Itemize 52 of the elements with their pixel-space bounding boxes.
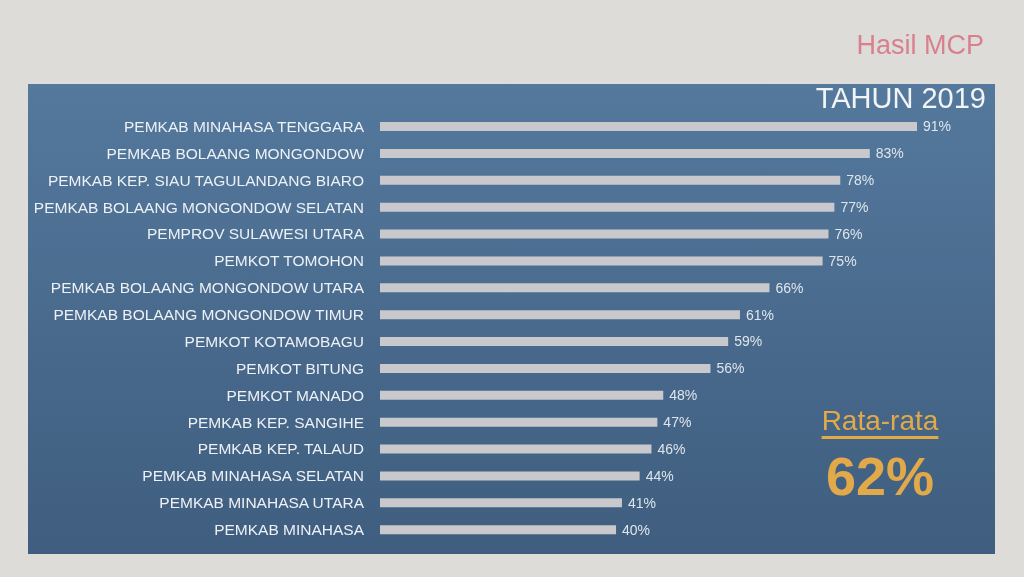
y-tick-label: PEMKAB BOLAANG MONGONDOW	[106, 144, 365, 162]
bar	[380, 148, 870, 158]
y-tick-label: PEMKAB MINAHASA	[214, 521, 365, 539]
y-tick-label: PEMKOT KOTAMOBAGU	[184, 332, 364, 350]
annotation: Rata-rata	[821, 404, 939, 438]
annotation: 62%	[824, 445, 936, 508]
y-tick-label: PEMKOT TOMOHON	[214, 252, 364, 270]
bar	[380, 310, 740, 320]
data-label: 66%	[775, 279, 804, 296]
bar	[380, 256, 823, 266]
bar	[380, 229, 829, 239]
bar	[380, 122, 917, 131]
bar	[380, 498, 622, 508]
chart-title: Hasil MCP	[856, 30, 984, 60]
data-label: 56%	[716, 360, 745, 377]
data-label: 59%	[734, 333, 763, 350]
y-tick-label: PEMKAB MINAHASA UTARA	[159, 494, 365, 512]
data-label: 91%	[923, 118, 952, 135]
y-tick-label: PEMKAB BOLAANG MONGONDOW UTARA	[50, 279, 365, 297]
bar	[380, 390, 664, 400]
bar	[380, 283, 770, 293]
y-tick-label: PEMKOT BITUNG	[235, 359, 364, 377]
y-tick-label: PEMKAB KEP. SANGIHE	[187, 413, 364, 431]
data-label: 44%	[645, 467, 674, 484]
y-tick-label: PEMPROV SULAWESI UTARA	[146, 225, 365, 243]
data-label: 47%	[663, 414, 692, 431]
y-tick-label: PEMKAB MINAHASA SELATAN	[142, 467, 364, 485]
bar	[380, 337, 729, 346]
y-tick-label: PEMKAB KEP. SIAU TAGULANDANG BIARO	[47, 171, 364, 189]
y-tick-label: PEMKOT MANADO	[226, 386, 364, 404]
y-tick-label: PEMKAB MINAHASA TENGGARA	[123, 117, 365, 135]
data-label: 83%	[875, 145, 904, 162]
data-label: 41%	[627, 494, 656, 511]
y-tick-label: PEMKAB BOLAANG MONGONDOW TIMUR	[53, 306, 364, 324]
bar	[380, 202, 835, 212]
bar	[380, 363, 711, 373]
data-label: 75%	[828, 252, 857, 269]
y-tick-label: PEMKAB KEP. TALAUD	[197, 440, 364, 458]
bar	[380, 444, 652, 454]
bar	[380, 417, 658, 427]
bar	[380, 525, 617, 535]
bar	[380, 471, 640, 481]
data-label: 61%	[745, 306, 774, 323]
data-label: 40%	[622, 521, 651, 538]
data-label: 46%	[657, 440, 686, 457]
chart-subtitle: TAHUN 2019	[815, 82, 986, 114]
bar	[380, 175, 841, 185]
data-label: 76%	[834, 225, 863, 242]
data-label: 78%	[846, 172, 875, 189]
data-label: 77%	[840, 199, 869, 216]
data-label: 48%	[669, 387, 698, 404]
y-tick-label: PEMKAB BOLAANG MONGONDOW SELATAN	[33, 198, 364, 216]
